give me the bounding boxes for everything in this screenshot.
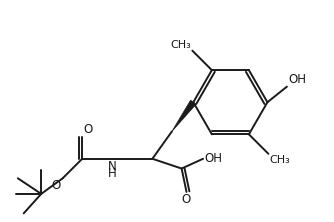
Text: O: O — [182, 193, 191, 206]
Text: OH: OH — [204, 152, 222, 165]
Text: O: O — [51, 179, 61, 192]
Text: CH₃: CH₃ — [171, 40, 191, 50]
Text: H: H — [108, 167, 116, 180]
Text: N: N — [108, 160, 116, 173]
Text: O: O — [83, 123, 93, 136]
Text: CH₃: CH₃ — [270, 155, 290, 165]
Text: OH: OH — [288, 73, 306, 86]
Polygon shape — [172, 100, 196, 131]
